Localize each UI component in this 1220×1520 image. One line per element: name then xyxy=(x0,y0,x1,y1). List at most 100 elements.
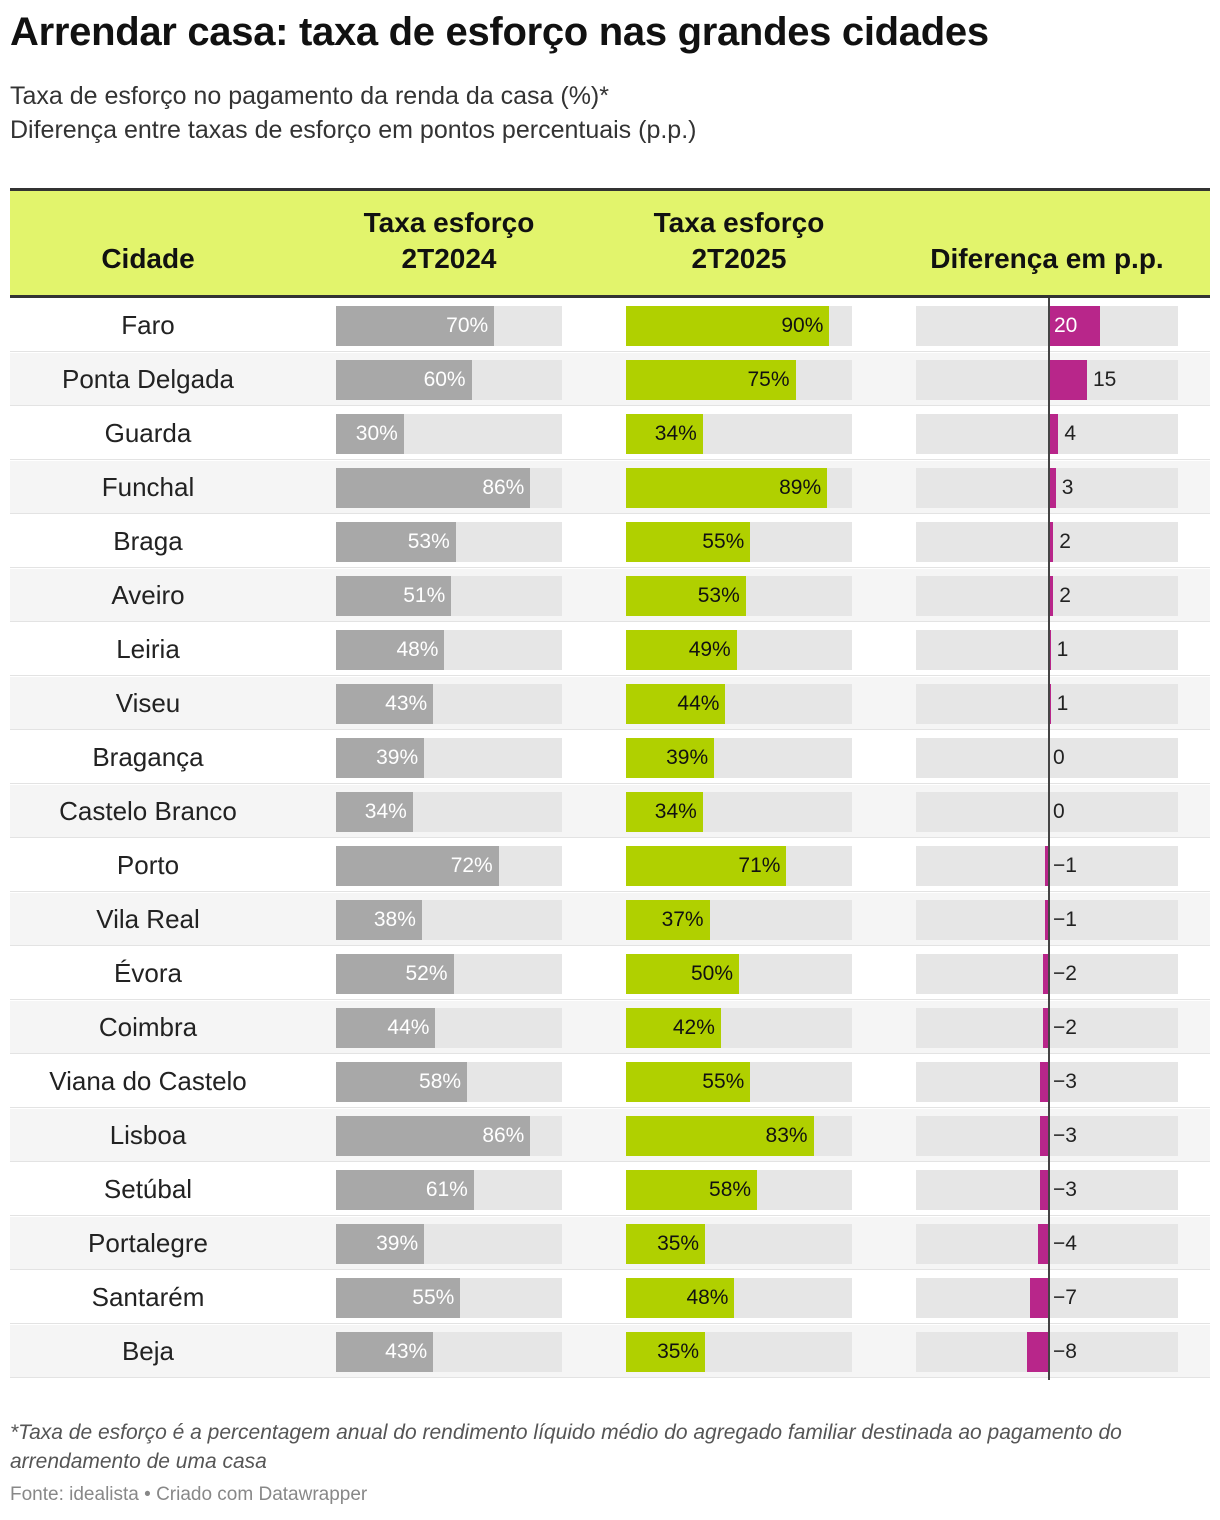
diff-label: 3 xyxy=(1061,476,1074,499)
rate-2024-bar: 34% xyxy=(336,792,413,832)
header-rate-2025-line2: 2T2025 xyxy=(691,243,787,274)
rate-2025-label: 34% xyxy=(654,800,697,823)
header-rate-2024-line1: Taxa esforço xyxy=(363,207,535,238)
diff-label: 15 xyxy=(1093,368,1117,391)
rate-2025-track: 89% xyxy=(626,468,852,508)
rate-2025-bar: 50% xyxy=(626,954,739,994)
city-name: Portalegre xyxy=(88,1228,208,1258)
diff-label: −3 xyxy=(1053,1178,1077,1201)
rate-2024-label: 55% xyxy=(412,1286,455,1309)
rate-2024-track: 38% xyxy=(336,900,562,940)
city-name: Évora xyxy=(114,958,182,988)
rate-2025-track: 42% xyxy=(626,1008,852,1048)
rate-2024-label: 60% xyxy=(423,368,466,391)
rate-2024-bar: 43% xyxy=(336,1332,434,1372)
rate-2025-track: 55% xyxy=(626,1062,852,1102)
diff-track: −7 xyxy=(916,1278,1178,1318)
diff-bar xyxy=(1045,846,1048,886)
rate-2024-track: 43% xyxy=(336,1332,562,1372)
rate-2024-label: 86% xyxy=(482,1124,525,1147)
diff-bar xyxy=(1048,306,1100,346)
diff-label: −1 xyxy=(1053,908,1077,931)
table-row: Portalegre 39% 35% −4 xyxy=(10,1217,1210,1270)
diff-bar xyxy=(1040,1062,1048,1102)
rate-2024-track: 44% xyxy=(336,1008,562,1048)
rate-2024-label: 61% xyxy=(425,1178,468,1201)
rate-2025-bar: 48% xyxy=(626,1278,735,1318)
rate-2024-label: 44% xyxy=(387,1016,430,1039)
diff-track: 1 xyxy=(916,630,1178,670)
rate-2024-bar: 38% xyxy=(336,900,422,940)
rate-2025-track: 37% xyxy=(626,900,852,940)
table-row: Castelo Branco 34% 34% 0 xyxy=(10,785,1210,838)
rate-2024-bar: 58% xyxy=(336,1062,468,1102)
rate-2024-label: 43% xyxy=(385,1340,428,1363)
rate-2024-track: 53% xyxy=(336,522,562,562)
diff-bar xyxy=(1048,522,1054,562)
city-name: Setúbal xyxy=(103,1174,193,1204)
rate-2025-label: 34% xyxy=(654,422,697,445)
rate-2025-bar: 55% xyxy=(626,1062,751,1102)
rate-2024-track: 60% xyxy=(336,360,562,400)
rate-2024-label: 58% xyxy=(419,1070,462,1093)
rate-2024-track: 30% xyxy=(336,414,562,454)
diff-label: 1 xyxy=(1056,692,1069,715)
diff-label: 4 xyxy=(1064,422,1077,445)
table-row: Coimbra 44% 42% −2 xyxy=(10,1001,1210,1054)
table-row: Viseu 43% 44% 1 xyxy=(10,677,1210,730)
rate-2025-label: 89% xyxy=(779,476,822,499)
rate-2024-bar: 61% xyxy=(336,1170,474,1210)
rate-2025-bar: 35% xyxy=(626,1332,706,1372)
diff-track: −3 xyxy=(916,1116,1178,1156)
rate-2025-bar: 71% xyxy=(626,846,787,886)
diff-label: 0 xyxy=(1053,746,1065,769)
rate-2024-track: 34% xyxy=(336,792,562,832)
city-name: Bragança xyxy=(92,742,204,772)
diff-label: −8 xyxy=(1053,1340,1077,1363)
rate-2025-track: 39% xyxy=(626,738,852,778)
rate-2024-label: 70% xyxy=(446,314,489,337)
city-name: Leiria xyxy=(116,634,180,664)
diff-track: 2 xyxy=(916,576,1178,616)
rate-2024-label: 52% xyxy=(405,962,448,985)
city-name: Lisboa xyxy=(109,1120,187,1150)
rate-2025-track: 35% xyxy=(626,1224,852,1264)
rate-2024-track: 72% xyxy=(336,846,562,886)
table-row: Aveiro 51% 53% 2 xyxy=(10,569,1210,622)
rate-2025-bar: 89% xyxy=(626,468,828,508)
diff-label: −7 xyxy=(1053,1286,1077,1309)
rate-2025-bar: 35% xyxy=(626,1224,706,1264)
diff-bar xyxy=(1027,1332,1048,1372)
rate-2024-track: 55% xyxy=(336,1278,562,1318)
rate-2025-track: 55% xyxy=(626,522,852,562)
table-row: Funchal 86% 89% 3 xyxy=(10,461,1210,514)
rate-2025-label: 53% xyxy=(697,584,740,607)
city-name: Viana do Castelo xyxy=(49,1066,247,1096)
diff-bar xyxy=(1040,1170,1048,1210)
rate-2025-bar: 34% xyxy=(626,414,703,454)
chart-title: Arrendar casa: taxa de esforço nas grand… xyxy=(10,10,989,54)
rate-2025-bar: 90% xyxy=(626,306,830,346)
rate-2024-track: 39% xyxy=(336,1224,562,1264)
diff-track: −8 xyxy=(916,1332,1178,1372)
rate-2024-bar: 55% xyxy=(336,1278,461,1318)
header-rate-2025-line1: Taxa esforço xyxy=(653,207,825,238)
header-rate-2025: Taxa esforço 2T2025 xyxy=(626,205,852,277)
rate-2024-track: 39% xyxy=(336,738,562,778)
rate-2025-track: 49% xyxy=(626,630,852,670)
rate-2025-track: 48% xyxy=(626,1278,852,1318)
chart-subtitle-2: Diferença entre taxas de esforço em pont… xyxy=(10,116,697,144)
rate-2024-bar: 86% xyxy=(336,1116,531,1156)
rate-2024-bar: 52% xyxy=(336,954,454,994)
city-name: Guarda xyxy=(104,418,192,448)
rate-2025-bar: 49% xyxy=(626,630,737,670)
diff-bar xyxy=(1048,576,1054,616)
city-name: Vila Real xyxy=(96,904,200,934)
diff-track: 4 xyxy=(916,414,1178,454)
city-name: Porto xyxy=(116,850,180,880)
rate-2025-bar: 44% xyxy=(626,684,726,724)
rate-2025-bar: 39% xyxy=(626,738,715,778)
diff-bar xyxy=(1045,900,1048,940)
table-row: Faro 70% 90% 20 xyxy=(10,299,1210,352)
rate-2024-bar: 39% xyxy=(336,1224,425,1264)
